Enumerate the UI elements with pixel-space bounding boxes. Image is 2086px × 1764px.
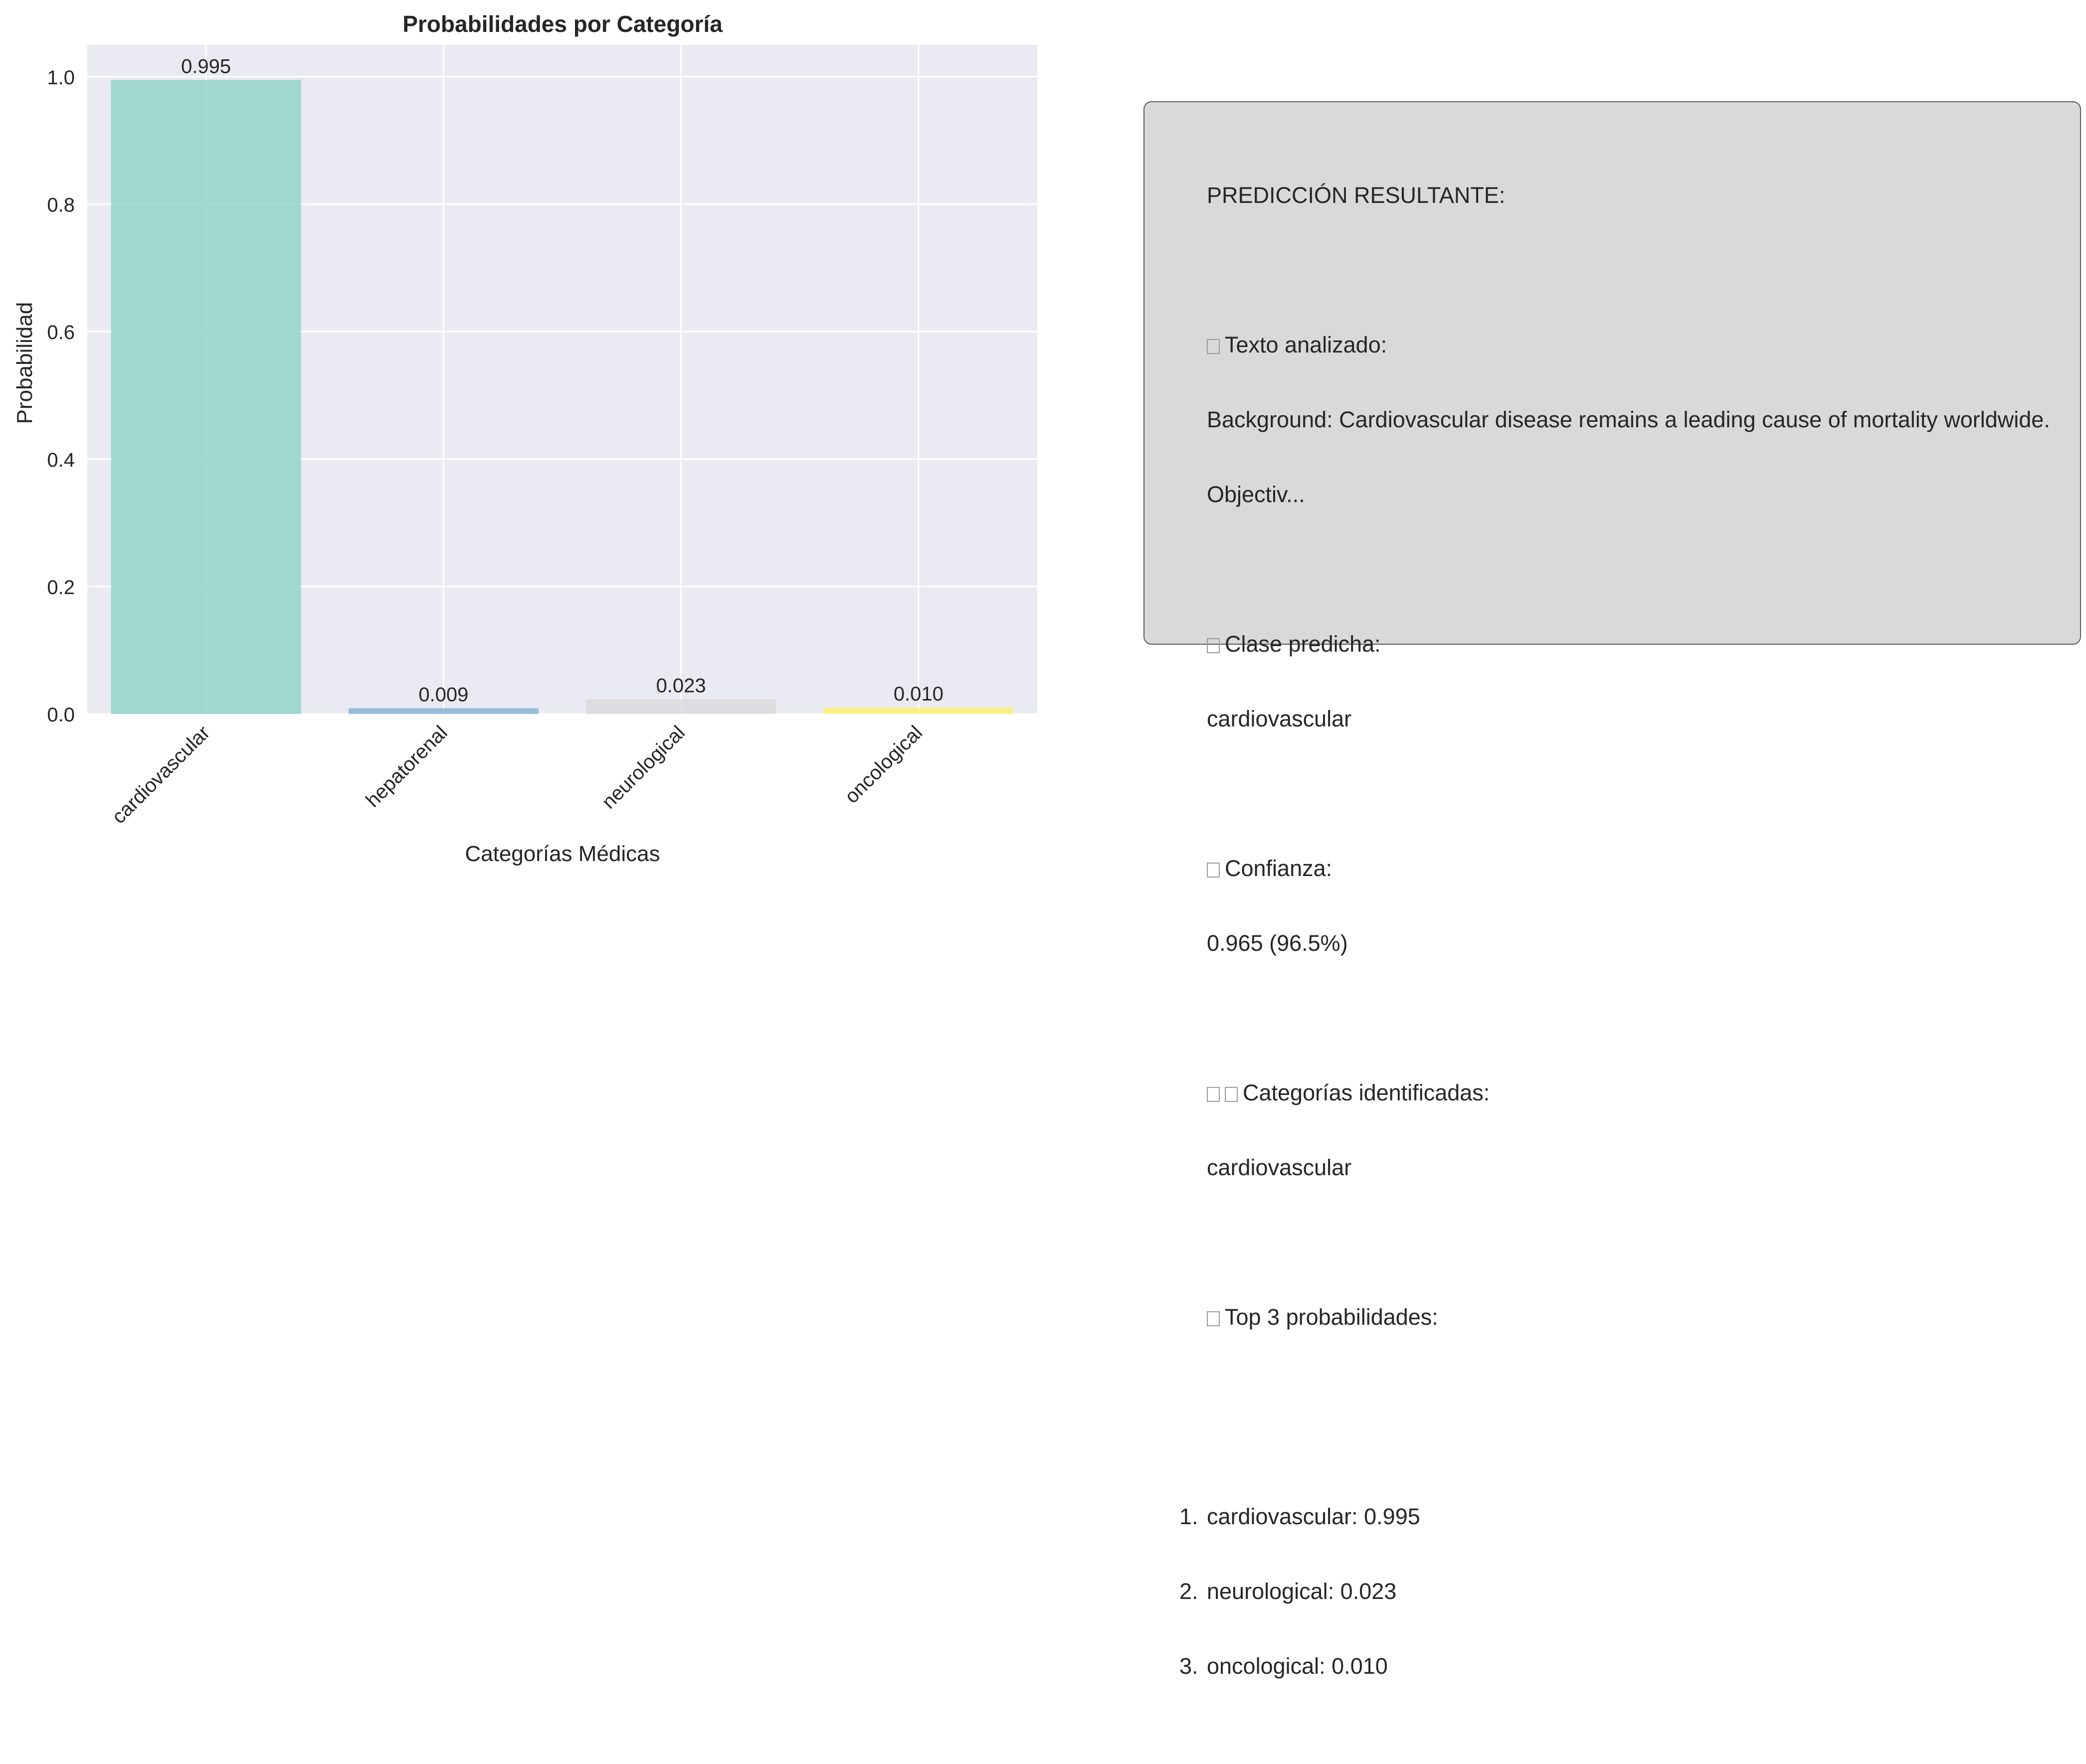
y-tick-label: 1.0 [47, 67, 75, 89]
chart-title: Probabilidades por Categoría [402, 11, 723, 37]
bar-neurological [586, 699, 776, 714]
predicted-class-row: Clase predicha: [1207, 632, 2070, 657]
y-tick-label: 0.0 [47, 704, 75, 726]
text-analyzed-row: Texto analizado: [1207, 333, 2070, 357]
top-probabilities-row: Top 3 probabilidades: [1207, 1305, 2070, 1330]
bars [111, 80, 1014, 714]
y-axis-label: Probabilidad [12, 302, 37, 424]
value-label-cardiovascular: 0.995 [181, 55, 231, 77]
top-probabilities-label: Top 3 probabilidades: [1225, 1304, 1438, 1330]
value-label-hepatorenal: 0.009 [418, 684, 468, 706]
confidence-row: Confianza: [1207, 856, 2070, 881]
predicted-class-label: Clase predicha: [1225, 631, 1381, 657]
text-analyzed-line-2: Objectiv... [1207, 482, 1305, 507]
chart-icon [1207, 863, 1220, 878]
bar-cardiovascular [111, 80, 301, 714]
ranking-icon [1207, 1311, 1220, 1326]
x-tick-label-hepatorenal: hepatorenal [362, 721, 452, 812]
predicted-class-value: cardiovascular [1207, 706, 1352, 731]
y-tick-label: 0.4 [47, 449, 75, 471]
x-tick-label-cardiovascular: cardiovascular [108, 721, 214, 828]
identified-categories-row: Categorías identificadas: [1207, 1080, 2070, 1105]
text-analyzed-label: Texto analizado: [1225, 332, 1387, 357]
x-tick-label-oncological: oncological [841, 721, 927, 808]
panel-heading: PREDICCIÓN RESULTANTE: [1207, 182, 1506, 208]
top-item-2: 2. neurological: 0.023 [1179, 1579, 1397, 1604]
tag-icon [1207, 1087, 1220, 1102]
y-tick-label: 0.2 [47, 576, 75, 598]
tag-icon-2 [1225, 1087, 1238, 1102]
confidence-value: 0.965 (96.5%) [1207, 930, 1348, 956]
confidence-label: Confianza: [1225, 856, 1332, 881]
target-icon [1207, 638, 1220, 653]
y-tick-label: 0.8 [47, 194, 75, 216]
x-axis-label: Categorías Médicas [465, 842, 660, 866]
value-label-neurological: 0.023 [656, 675, 706, 697]
top-probabilities-list: 1. cardiovascular: 0.995 2. neurological: … [1179, 1454, 2070, 1729]
top-item-1: 1. cardiovascular: 0.995 [1179, 1504, 1420, 1529]
text-analyzed-line-1: Background: Cardiovascular disease remai… [1207, 407, 2050, 432]
top-item-3: 3. oncological: 0.010 [1179, 1653, 1388, 1679]
bar-oncological [823, 707, 1014, 714]
document-icon [1207, 339, 1220, 354]
prediction-panel-content: PREDICCIÓN RESULTANTE: Texto analizado: … [1179, 133, 2070, 1764]
identified-categories-label: Categorías identificadas: [1243, 1080, 1490, 1105]
prediction-panel: PREDICCIÓN RESULTANTE: Texto analizado: … [1143, 101, 2081, 1679]
x-axis-ticks: cardiovascular hepatorenal neurological onc… [108, 721, 927, 828]
value-labels: 0.995 0.009 0.023 0.010 [181, 55, 944, 706]
y-axis-ticks: 0.0 0.2 0.4 0.6 0.8 1.0 [47, 67, 75, 726]
x-tick-label-neurological: neurological [597, 721, 689, 813]
bar-hepatorenal [348, 708, 539, 714]
y-tick-label: 0.6 [47, 322, 75, 344]
identified-categories-value: cardiovascular [1207, 1155, 1352, 1180]
value-label-oncological: 0.010 [894, 683, 944, 705]
